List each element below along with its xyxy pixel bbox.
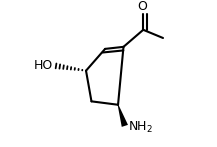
- Polygon shape: [118, 105, 128, 127]
- Text: HO: HO: [34, 59, 53, 72]
- Text: NH$_2$: NH$_2$: [128, 120, 153, 135]
- Text: O: O: [138, 0, 148, 14]
